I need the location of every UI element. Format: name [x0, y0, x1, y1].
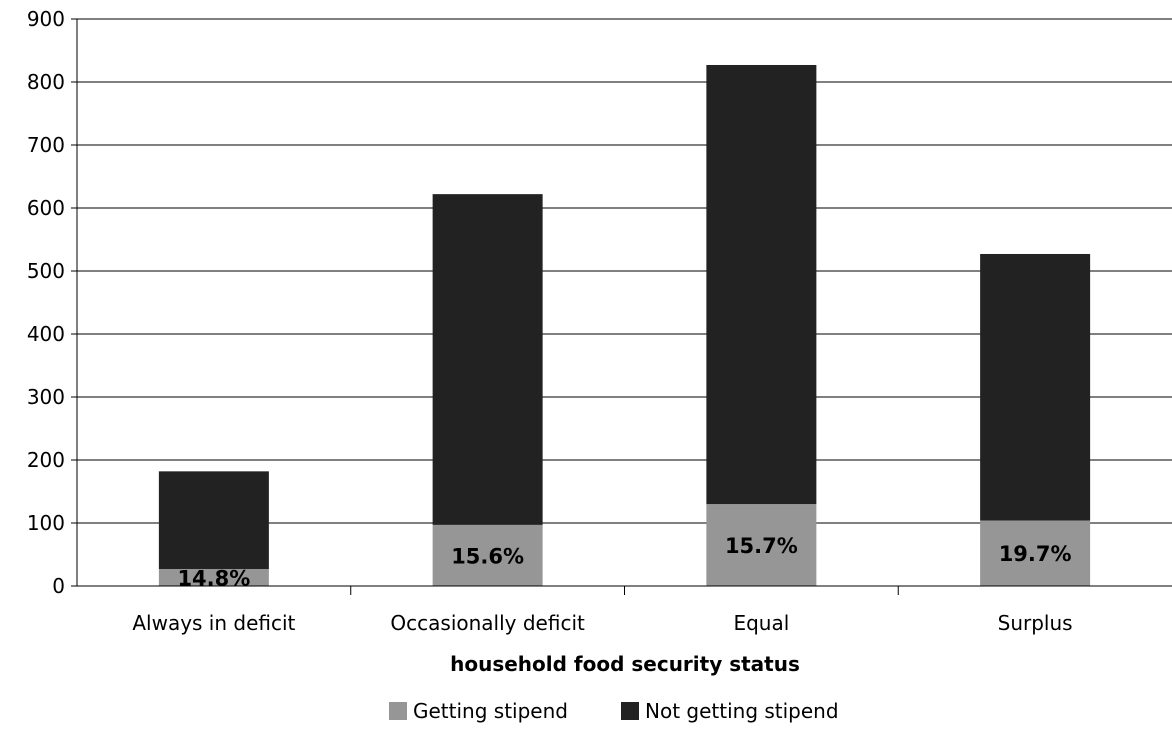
legend: Getting stipend Not getting stipend — [389, 699, 839, 723]
bar-not-getting-stipend-2 — [706, 64, 817, 505]
y-tick-label-400: 400 — [27, 322, 65, 346]
bar-getting-stipend-3 — [980, 520, 1091, 586]
bar-not-getting-stipend-0 — [158, 471, 269, 569]
gridlines — [77, 18, 1172, 524]
y-tick-label-0: 0 — [52, 574, 65, 598]
y-tick-label-100: 100 — [27, 511, 65, 535]
bar-getting-stipend-0 — [158, 568, 269, 586]
x-category-label-2: Equal — [733, 611, 789, 635]
y-tick-label-600: 600 — [27, 196, 65, 220]
y-tick-label-500: 500 — [27, 259, 65, 283]
x-category-label-0: Always in deficit — [132, 611, 295, 635]
legend-label-1: Not getting stipend — [645, 699, 839, 723]
axes: 0 100 200 300 400 500 600 700 800 900 Always in de… — [27, 7, 1172, 635]
data-label-1: 15.6% — [451, 544, 524, 568]
bar-not-getting-stipend-3 — [980, 253, 1091, 521]
bar-not-getting-stipend-1 — [432, 194, 543, 525]
legend-label-0: Getting stipend — [413, 699, 568, 723]
data-labels: 14.8% 15.6% 15.7% 19.7% — [177, 534, 1071, 590]
y-tick-label-300: 300 — [27, 385, 65, 409]
x-category-label-1: Occasionally deficit — [390, 611, 585, 635]
y-tick-label-200: 200 — [27, 448, 65, 472]
bar-getting-stipend-1 — [432, 524, 543, 586]
x-axis-title: household food security status — [450, 652, 800, 676]
y-tick-label-900: 900 — [27, 7, 65, 31]
bars — [158, 64, 1091, 586]
data-label-2: 15.7% — [725, 534, 798, 558]
legend-swatch-1 — [621, 702, 639, 720]
x-category-label-3: Surplus — [998, 611, 1073, 635]
bar-getting-stipend-2 — [706, 504, 817, 586]
legend-swatch-0 — [389, 702, 407, 720]
y-tick-label-700: 700 — [27, 133, 65, 157]
data-label-3: 19.7% — [999, 542, 1072, 566]
data-label-0: 14.8% — [177, 566, 250, 590]
y-tick-label-800: 800 — [27, 70, 65, 94]
